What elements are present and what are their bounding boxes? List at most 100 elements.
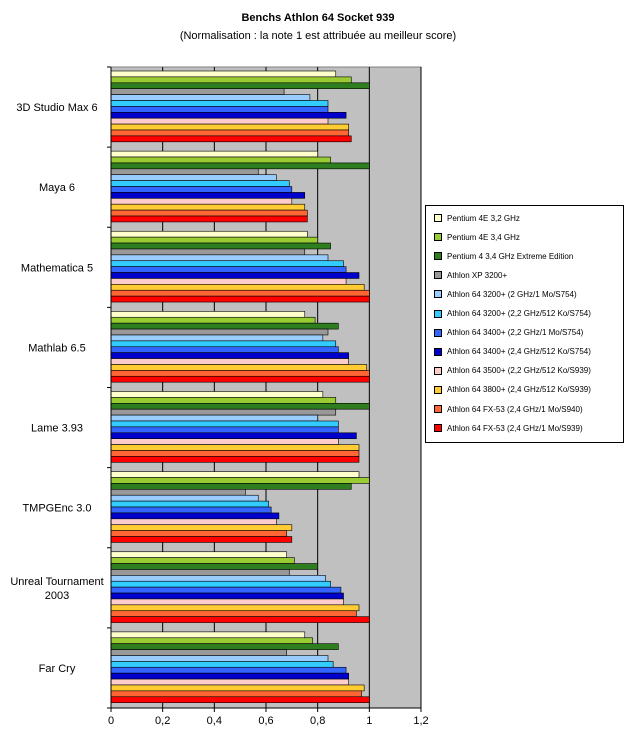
category-label: Far Cry [39,663,76,675]
bar [110,322,339,330]
legend-label: Athlon 64 3400+ (2,2 GHz/1 Mo/S754) [447,328,584,338]
category-label: Mathlab 6.5 [28,342,85,354]
legend-swatch [434,347,442,356]
bar [110,580,331,588]
legend-item: Athlon 64 3500+ (2,2 GHz/512 Ko/S939) [434,365,591,377]
category-label: 3D Studio Max 6 [16,102,97,114]
legend-item: Pentium 4E 3,2 GHz [434,212,520,224]
bar [110,637,313,644]
category-label: Lame 3.93 [31,423,83,435]
bar [110,295,370,303]
bar [110,100,329,107]
legend-swatch [434,290,442,299]
legend-swatch [434,366,442,375]
bar [110,438,339,445]
bar [110,358,349,365]
bar [110,456,360,463]
bar [110,135,352,143]
bar [110,117,329,125]
bar [110,203,306,211]
bar [110,471,360,478]
bar [110,311,306,318]
category-label: Mathematica 5 [21,262,93,274]
bar [110,536,293,543]
bar [110,370,370,377]
bar [110,397,337,404]
bar [110,450,360,457]
legend-item: Athlon 64 3200+ (2,2 GHz/512 Ko/S754) [434,308,591,320]
bar [110,88,285,95]
x-tick-label: 0,8 [310,715,325,727]
bar [110,340,337,348]
legend-label: Pentium 4 3,4 GHz Extreme Edition [447,251,574,261]
legend-item: Pentium 4 3,4 GHz Extreme Edition [434,250,573,262]
bar [110,414,318,422]
legend-swatch [434,309,442,318]
bar [110,655,329,662]
bar [110,592,344,600]
bar [110,524,293,531]
bar [110,168,259,176]
legend-label: Athlon 64 FX-53 (2,4 GHz/1 Mo/S939) [447,423,583,433]
bar [110,483,352,490]
bar [110,649,287,656]
bar [110,284,365,291]
legend-label: Athlon 64 3800+ (2,4 GHz/512 Ko/S939) [447,385,591,395]
legend-swatch [434,328,442,337]
x-tick-label: 1 [366,715,372,727]
bar [110,129,349,137]
bar [110,557,295,564]
legend-label: Athlon 64 3500+ (2,2 GHz/512 Ko/S939) [447,366,591,376]
bar [110,156,331,164]
bar [110,162,370,170]
bar [110,334,324,342]
category-label: TMPGEnc 3.0 [22,503,91,515]
bar [110,631,306,639]
bar [110,563,318,570]
legend-item: Athlon 64 FX-53 (2,4 GHz/1 Mo/S940) [434,403,583,415]
legend-item: Athlon 64 3200+ (2 GHz/1 Mo/S754) [434,288,577,300]
bar [110,569,290,576]
bar [110,230,308,238]
bar [110,352,349,359]
bar [110,477,370,484]
legend-item: Athlon 64 3800+ (2,4 GHz/512 Ko/S939) [434,384,591,396]
legend-swatch [434,252,442,261]
bar [110,180,290,187]
bar [110,391,324,398]
bar [110,260,344,267]
legend-swatch [434,405,442,413]
bar [110,408,337,416]
legend-item: Pentium 4E 3,4 GHz [434,231,520,243]
x-tick-label: 0,2 [155,715,170,727]
bar [110,106,329,113]
bar [110,254,329,262]
bar [110,150,318,158]
bar [110,123,349,131]
legend-swatch [434,214,442,222]
bar [110,272,360,279]
bar [110,575,326,582]
category-label: Maya 6 [39,182,75,194]
legend-label: Athlon 64 FX-53 (2,4 GHz/1 Mo/S940) [447,404,583,414]
bar [110,444,360,451]
bar [110,512,280,520]
bar [110,364,368,371]
legend-item: Athlon 64 3400+ (2,4 GHz/512 Ko/S754) [434,346,591,358]
bar [110,198,293,205]
bar [110,346,339,353]
legend-item: Athlon 64 FX-53 (2,4 GHz/1 Mo/S939) [434,422,583,434]
bar [110,278,347,285]
legend-item: Athlon 64 3400+ (2,2 GHz/1 Mo/S754) [434,327,583,339]
chart-title: Benchs Athlon 64 Socket 939 [241,12,395,24]
bar [110,70,337,78]
bar [110,426,339,434]
bar [110,661,334,668]
bar [110,610,357,617]
x-tick-label: 1,2 [413,715,428,727]
chart-subtitle: (Normalisation : la note 1 est attribuée… [179,30,457,42]
bar [110,316,316,324]
bar [110,432,357,439]
bar [110,616,370,623]
bar [110,643,339,650]
